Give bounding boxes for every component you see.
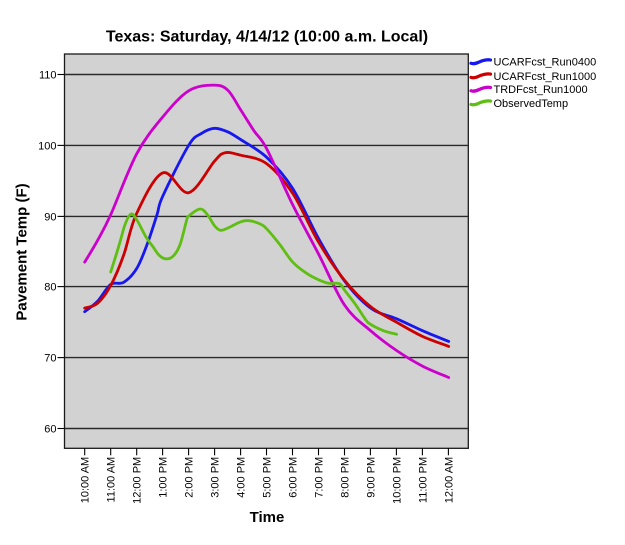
svg-text:11:00 PM: 11:00 PM <box>417 457 429 503</box>
svg-text:2:00 PM: 2:00 PM <box>184 457 196 498</box>
svg-text:10:00 PM: 10:00 PM <box>391 457 403 504</box>
svg-text:12:00 AM: 12:00 AM <box>443 457 455 503</box>
svg-text:Time: Time <box>250 509 285 526</box>
svg-text:Pavement Temp (F): Pavement Temp (F) <box>14 183 31 320</box>
svg-text:12:00 PM: 12:00 PM <box>132 457 144 504</box>
svg-text:7:00 PM: 7:00 PM <box>314 457 326 498</box>
svg-text:80: 80 <box>44 282 56 294</box>
svg-text:11:00 AM: 11:00 AM <box>106 457 118 503</box>
svg-text:Texas: Saturday, 4/14/12 (10:0: Texas: Saturday, 4/14/12 (10:00 a.m. Loc… <box>106 29 428 46</box>
svg-text:3:00 PM: 3:00 PM <box>210 457 222 498</box>
svg-text:90: 90 <box>44 211 56 223</box>
svg-text:10:00 AM: 10:00 AM <box>80 457 92 503</box>
svg-text:9:00 PM: 9:00 PM <box>365 457 377 498</box>
svg-text:1:00 PM: 1:00 PM <box>158 457 170 498</box>
svg-text:6:00 PM: 6:00 PM <box>288 457 300 498</box>
svg-text:UCARFcst_Run0400: UCARFcst_Run0400 <box>494 56 597 68</box>
svg-text:ObservedTemp: ObservedTemp <box>494 98 569 110</box>
svg-text:UCARFcst_Run1000: UCARFcst_Run1000 <box>494 71 597 83</box>
svg-text:60: 60 <box>44 424 56 436</box>
svg-text:100: 100 <box>38 140 56 152</box>
svg-text:TRDFcst_Run1000: TRDFcst_Run1000 <box>494 84 588 96</box>
svg-text:5:00 PM: 5:00 PM <box>262 457 274 498</box>
svg-text:4:00 PM: 4:00 PM <box>236 457 248 498</box>
svg-text:70: 70 <box>44 353 56 365</box>
svg-text:8:00 PM: 8:00 PM <box>340 457 352 498</box>
svg-text:110: 110 <box>39 70 57 82</box>
